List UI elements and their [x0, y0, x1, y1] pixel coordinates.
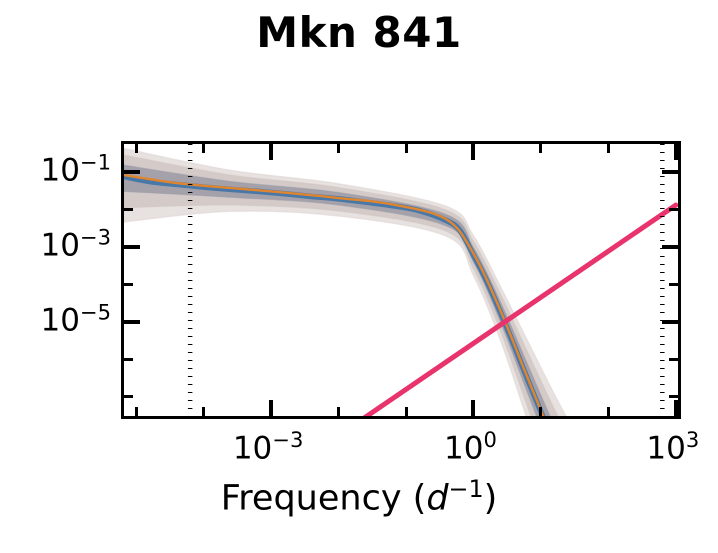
x-tick-label-exponent: −3: [272, 427, 304, 452]
y-tick-major-right: [662, 244, 678, 249]
y-tick-label: 10−3: [40, 226, 111, 261]
x-tick-major-bottom: [269, 400, 274, 416]
x-tick-label: 103: [646, 429, 699, 464]
x-tick-label-mantissa: 10: [646, 430, 686, 467]
x-tick-major-bottom: [471, 400, 476, 416]
x-axis-title-variable: d: [426, 478, 449, 519]
x-tick-minor-top: [337, 144, 341, 153]
y-tick-label-mantissa: 10: [40, 227, 80, 264]
y-tick-minor-left: [124, 357, 133, 361]
y-tick-minor-right: [669, 282, 678, 286]
y-tick-major-left: [124, 319, 140, 324]
x-tick-minor-bottom: [539, 407, 543, 416]
x-tick-label-mantissa: 10: [444, 430, 484, 467]
y-tick-major-left: [124, 244, 140, 249]
series-line: [362, 202, 678, 416]
x-tick-minor-bottom: [134, 407, 138, 416]
y-tick-label-mantissa: 10: [40, 302, 80, 339]
y-tick-label-exponent: −5: [79, 299, 111, 325]
y-tick-minor-left: [124, 282, 133, 286]
x-tick-minor-top: [202, 144, 206, 153]
x-tick-major-top: [673, 144, 678, 160]
x-tick-label: 100: [444, 429, 497, 464]
x-tick-minor-top: [404, 144, 408, 153]
x-tick-label-mantissa: 10: [232, 430, 273, 467]
y-tick-minor-right: [669, 207, 678, 211]
x-tick-minor-bottom: [606, 407, 610, 416]
y-tick-label-exponent: −1: [79, 149, 111, 175]
y-tick-minor-right: [669, 357, 678, 361]
plot-canvas: [124, 144, 678, 416]
plot-svg: [124, 144, 678, 416]
y-tick-major-left: [124, 169, 140, 174]
x-axis-title-exponent: −1: [448, 475, 484, 503]
y-tick-label: 10−5: [40, 301, 111, 336]
y-tick-minor-left: [124, 395, 133, 399]
x-tick-label-exponent: 0: [483, 427, 497, 452]
x-tick-minor-bottom: [404, 407, 408, 416]
y-tick-major-right: [662, 169, 678, 174]
x-tick-minor-top: [134, 144, 138, 153]
confidence-band: [124, 164, 551, 416]
series-line: [124, 173, 545, 416]
x-tick-label: 10−3: [233, 429, 304, 464]
x-tick-minor-top: [606, 144, 610, 153]
x-axis-title: Frequency (d−1): [0, 475, 718, 519]
x-tick-major-top: [471, 144, 476, 160]
x-tick-minor-bottom: [202, 407, 206, 416]
x-tick-minor-top: [539, 144, 543, 153]
y-tick-minor-left: [124, 207, 133, 211]
x-tick-major-bottom: [673, 400, 678, 416]
x-tick-label-exponent: 3: [685, 427, 700, 452]
x-tick-major-top: [269, 144, 274, 160]
y-tick-major-right: [662, 319, 678, 324]
x-axis-title-suffix: ): [483, 478, 498, 519]
x-axis-title-prefix: Frequency (: [220, 478, 427, 519]
y-tick-label-mantissa: 10: [40, 152, 80, 189]
y-tick-minor-right: [669, 395, 678, 399]
y-tick-label: 10−1: [40, 151, 111, 186]
plot-axes: [121, 141, 681, 419]
x-tick-minor-bottom: [337, 407, 341, 416]
y-tick-label-exponent: −3: [79, 224, 111, 250]
page-title: Mkn 841: [256, 8, 462, 57]
